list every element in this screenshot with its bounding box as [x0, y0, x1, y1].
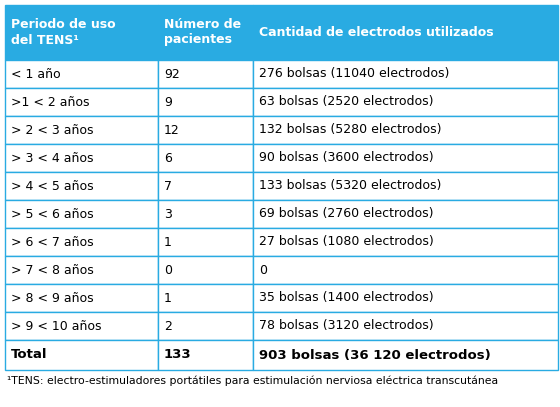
Text: > 4 < 5 años: > 4 < 5 años	[11, 179, 94, 193]
Bar	[253, 116, 558, 144]
Bar	[5, 60, 158, 88]
Text: 276 bolsas (11040 electrodos): 276 bolsas (11040 electrodos)	[259, 68, 449, 81]
Bar	[158, 312, 253, 340]
Text: 90 bolsas (3600 electrodos): 90 bolsas (3600 electrodos)	[259, 151, 433, 164]
Text: > 3 < 4 años: > 3 < 4 años	[11, 151, 94, 164]
Bar	[253, 144, 558, 172]
Text: Número de
pacientes: Número de pacientes	[164, 18, 241, 46]
Text: 92: 92	[164, 68, 180, 81]
Bar	[5, 200, 158, 228]
Bar	[158, 5, 253, 60]
Text: 12: 12	[164, 123, 180, 136]
Text: 132 bolsas (5280 electrodos): 132 bolsas (5280 electrodos)	[259, 123, 441, 136]
Text: 3: 3	[164, 208, 172, 221]
Bar	[5, 5, 158, 60]
Text: Periodo de uso
del TENS¹: Periodo de uso del TENS¹	[11, 18, 115, 46]
Bar	[253, 284, 558, 312]
Bar	[253, 340, 558, 370]
Text: > 9 < 10 años: > 9 < 10 años	[11, 319, 101, 333]
Text: 0: 0	[164, 263, 172, 276]
Text: 6: 6	[164, 151, 172, 164]
Bar	[158, 172, 253, 200]
Text: Cantidad de electrodos utilizados: Cantidad de electrodos utilizados	[259, 26, 493, 39]
Text: > 2 < 3 años: > 2 < 3 años	[11, 123, 94, 136]
Text: 63 bolsas (2520 electrodos): 63 bolsas (2520 electrodos)	[259, 96, 433, 109]
Text: 27 bolsas (1080 electrodos): 27 bolsas (1080 electrodos)	[259, 236, 434, 249]
Text: 69 bolsas (2760 electrodos): 69 bolsas (2760 electrodos)	[259, 208, 433, 221]
Text: Total: Total	[11, 348, 48, 361]
Bar	[5, 172, 158, 200]
Bar	[158, 88, 253, 116]
Text: 133 bolsas (5320 electrodos): 133 bolsas (5320 electrodos)	[259, 179, 441, 193]
Bar	[253, 200, 558, 228]
Text: 9: 9	[164, 96, 172, 109]
Bar	[158, 200, 253, 228]
Bar	[253, 5, 558, 60]
Bar	[158, 60, 253, 88]
Text: 35 bolsas (1400 electrodos): 35 bolsas (1400 electrodos)	[259, 291, 433, 304]
Bar	[5, 284, 158, 312]
Bar	[253, 312, 558, 340]
Bar	[5, 144, 158, 172]
Bar	[158, 340, 253, 370]
Bar	[5, 228, 158, 256]
Bar	[158, 144, 253, 172]
Bar	[5, 116, 158, 144]
Bar	[158, 256, 253, 284]
Text: ¹TENS: electro-estimuladores portátiles para estimulación nerviosa eléctrica tra: ¹TENS: electro-estimuladores portátiles …	[7, 376, 498, 387]
Bar	[158, 228, 253, 256]
Bar	[158, 284, 253, 312]
Text: > 8 < 9 años: > 8 < 9 años	[11, 291, 94, 304]
Bar	[253, 256, 558, 284]
Bar	[253, 88, 558, 116]
Bar	[5, 340, 158, 370]
Bar	[5, 256, 158, 284]
Bar	[253, 228, 558, 256]
Text: >1 < 2 años: >1 < 2 años	[11, 96, 90, 109]
Text: 133: 133	[164, 348, 192, 361]
Bar	[253, 172, 558, 200]
Text: 78 bolsas (3120 electrodos): 78 bolsas (3120 electrodos)	[259, 319, 433, 333]
Text: < 1 año: < 1 año	[11, 68, 60, 81]
Text: 0: 0	[259, 263, 267, 276]
Text: 2: 2	[164, 319, 172, 333]
Text: 903 bolsas (36 120 electrodos): 903 bolsas (36 120 electrodos)	[259, 348, 491, 361]
Text: > 5 < 6 años: > 5 < 6 años	[11, 208, 94, 221]
Text: > 6 < 7 años: > 6 < 7 años	[11, 236, 94, 249]
Text: 1: 1	[164, 291, 172, 304]
Text: > 7 < 8 años: > 7 < 8 años	[11, 263, 94, 276]
Bar	[5, 312, 158, 340]
Text: 1: 1	[164, 236, 172, 249]
Text: 7: 7	[164, 179, 172, 193]
Bar	[158, 116, 253, 144]
Bar	[5, 88, 158, 116]
Bar	[253, 60, 558, 88]
